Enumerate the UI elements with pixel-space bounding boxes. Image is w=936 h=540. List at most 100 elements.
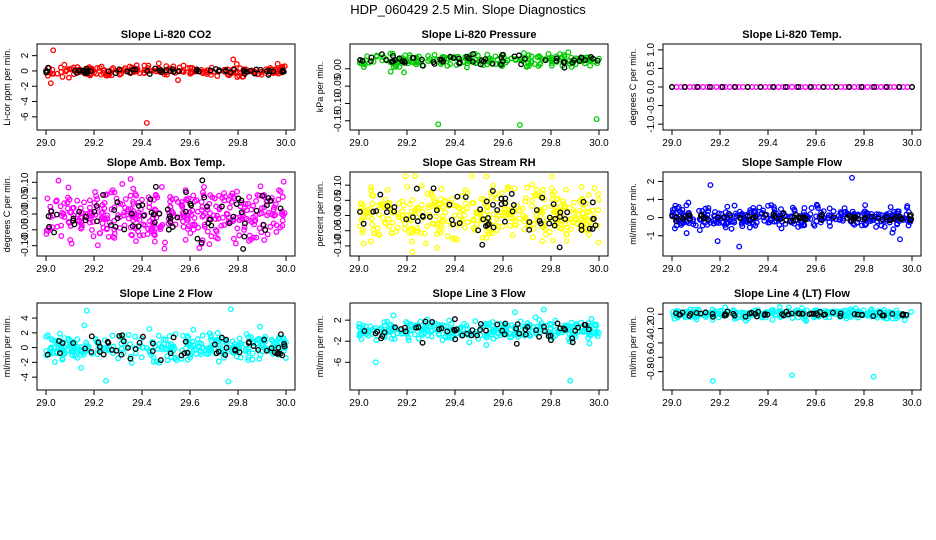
data-point — [753, 219, 760, 226]
data-point — [504, 186, 511, 193]
data-point — [560, 198, 567, 205]
data-point — [580, 214, 587, 221]
data-point-black — [357, 208, 363, 215]
data-point-black — [578, 222, 585, 229]
data-point-black — [475, 227, 482, 234]
data-point-black — [547, 332, 554, 339]
data-point — [380, 214, 387, 221]
data-point-black — [129, 223, 136, 230]
data-point — [731, 202, 738, 209]
data-point — [868, 306, 875, 313]
data-point — [801, 204, 808, 211]
data-point — [139, 196, 145, 203]
data-point — [881, 223, 888, 230]
y-tick-label: -6 — [333, 357, 344, 366]
data-point — [245, 348, 252, 355]
data-point-black — [373, 208, 380, 215]
data-point-black — [199, 177, 206, 184]
data-point — [564, 224, 571, 231]
data-point-black — [704, 216, 711, 223]
data-point — [862, 202, 869, 209]
data-point-black — [120, 338, 127, 345]
data-point — [106, 71, 113, 78]
data-point — [524, 63, 531, 70]
data-point-black — [552, 215, 559, 222]
chart-panel: Slope Amb. Box Temp. degrees C per min. 29… — [2, 157, 296, 275]
reference-points — [673, 308, 910, 320]
y-tick-label: -4 — [20, 372, 31, 381]
data-point — [65, 336, 72, 343]
data-point — [399, 216, 406, 223]
data-point — [86, 204, 93, 211]
data-point — [248, 334, 254, 340]
data-point — [270, 206, 277, 213]
data-point-black — [551, 222, 558, 229]
data-point — [424, 223, 431, 230]
data-point — [201, 184, 207, 190]
data-point-black — [589, 199, 596, 206]
data-point-black — [896, 84, 903, 90]
data-point — [429, 193, 436, 200]
data-point — [213, 227, 219, 233]
data-point-black — [182, 208, 189, 215]
data-point-black — [483, 198, 490, 205]
data-point — [402, 173, 409, 180]
data-point — [444, 233, 451, 240]
data-point — [549, 237, 556, 244]
data-point — [109, 332, 116, 339]
data-point — [545, 51, 552, 57]
data-point — [230, 193, 237, 200]
data-point-black — [383, 57, 390, 63]
data-point-black — [261, 336, 268, 343]
data-point-black — [223, 336, 230, 343]
data-point — [384, 318, 391, 325]
data-point — [101, 205, 108, 212]
data-point-black — [226, 220, 233, 227]
data-point — [484, 208, 491, 215]
data-point-black — [82, 345, 88, 352]
data-point — [145, 62, 152, 69]
outlier-point — [103, 377, 109, 384]
y-axis-label: percent per min. — [315, 181, 325, 246]
data-point — [94, 242, 101, 249]
outlier-point — [709, 378, 716, 384]
x-tick-label: 29.0 — [662, 264, 682, 275]
data-point-black — [785, 311, 792, 318]
data-point-black — [465, 55, 472, 62]
data-point-black — [204, 203, 210, 210]
data-point — [359, 226, 366, 233]
data-point-black — [546, 220, 553, 227]
data-point-black — [698, 212, 705, 218]
data-point-black — [830, 214, 837, 221]
data-point — [150, 358, 157, 365]
data-point-black — [516, 330, 523, 337]
data-point — [267, 223, 274, 230]
data-point-black — [361, 328, 368, 334]
data-point — [405, 229, 412, 236]
data-point-black — [737, 215, 744, 222]
data-point-black — [561, 59, 568, 65]
data-point-black — [837, 310, 844, 317]
data-point — [198, 199, 205, 205]
x-tick-label: 29.4 — [758, 138, 778, 149]
data-point — [761, 217, 768, 224]
data-point-black — [357, 56, 364, 63]
data-point — [512, 185, 518, 192]
data-point — [208, 337, 215, 344]
data-point-black — [477, 326, 484, 333]
data-point — [387, 321, 394, 328]
data-point — [132, 223, 139, 230]
data-point — [356, 323, 363, 330]
data-point-black — [686, 215, 693, 222]
data-point — [191, 198, 198, 205]
x-tick-label: 30.0 — [276, 264, 296, 275]
data-point-black — [685, 212, 692, 219]
data-point-black — [241, 233, 248, 240]
data-point — [226, 204, 233, 211]
series-points — [43, 176, 288, 252]
data-point — [225, 197, 232, 204]
data-point — [212, 216, 219, 223]
data-point-black — [485, 215, 491, 222]
outlier-point — [567, 377, 574, 384]
data-point-black — [795, 310, 802, 317]
